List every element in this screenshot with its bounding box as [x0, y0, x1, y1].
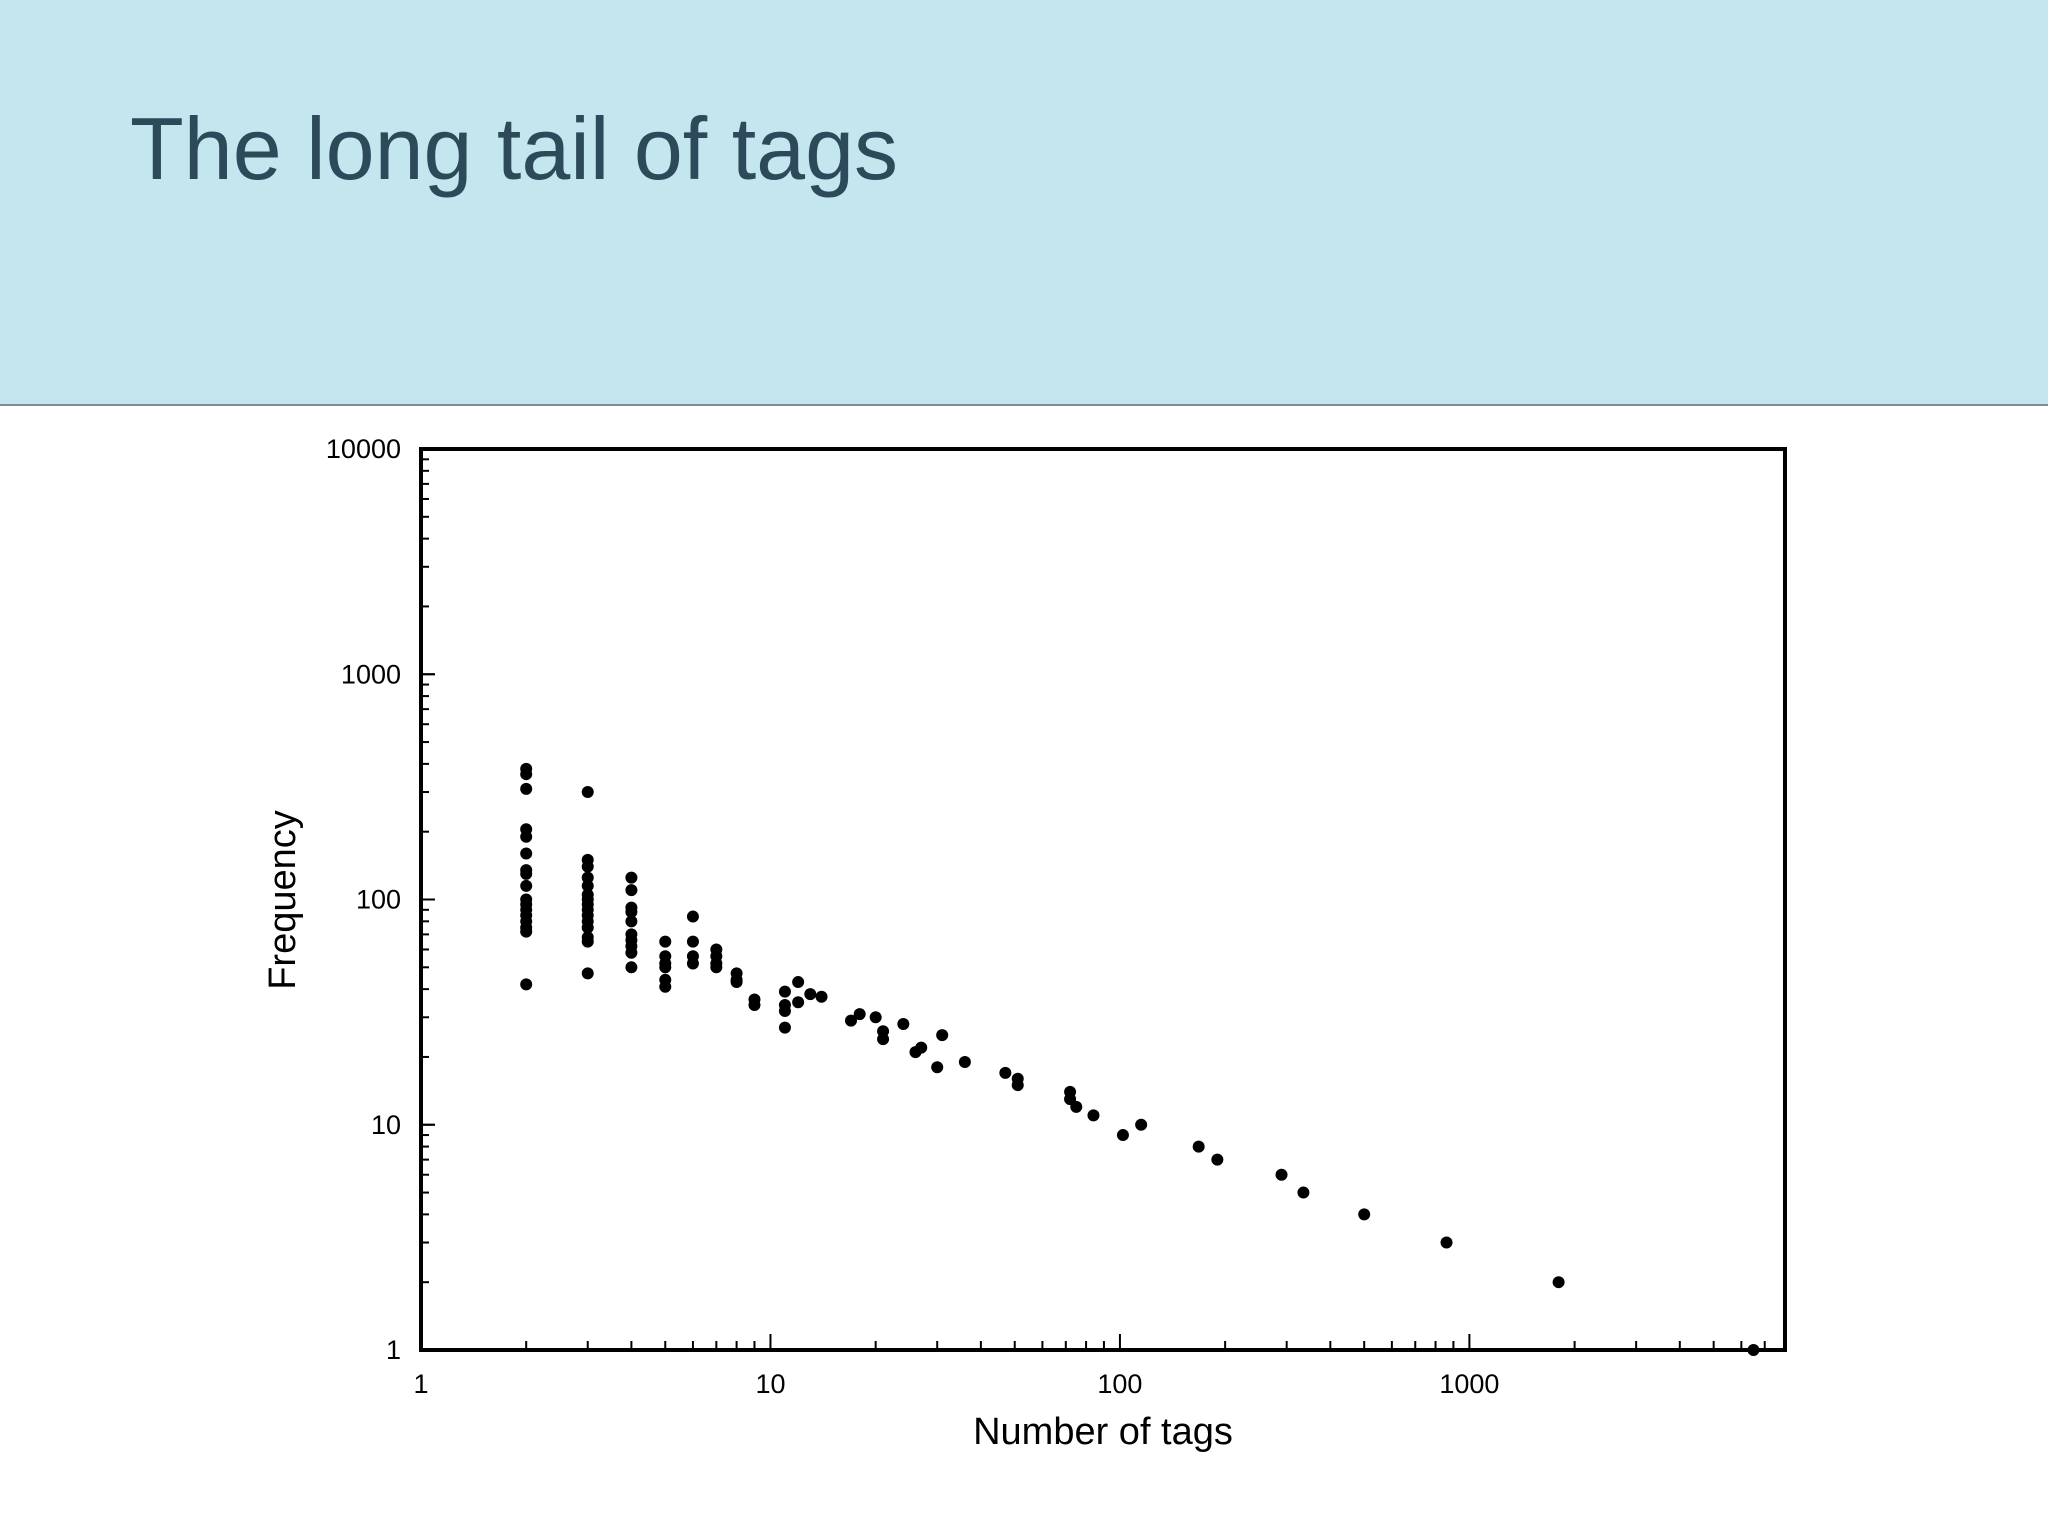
data-point [659, 980, 672, 993]
data-point [778, 1004, 791, 1017]
data-point [1087, 1109, 1100, 1122]
data-point [1070, 1100, 1083, 1113]
y-tick-label: 10000 [326, 434, 401, 464]
data-point [1297, 1186, 1310, 1199]
data-point [625, 871, 638, 884]
data-point [1440, 1236, 1453, 1249]
data-point [999, 1066, 1012, 1079]
x-tick-label: 100 [1097, 1369, 1142, 1399]
data-point [748, 999, 761, 1012]
data-point [853, 1008, 866, 1021]
data-point [877, 1033, 890, 1046]
x-tick-label: 10 [755, 1369, 785, 1399]
data-point [897, 1018, 910, 1031]
data-point [1358, 1208, 1371, 1221]
data-point [686, 910, 699, 923]
y-tick-label: 10 [371, 1110, 401, 1140]
data-point [581, 786, 594, 799]
data-point [792, 976, 805, 989]
y-tick-labels: 1 10 100 1000 10000 [326, 434, 401, 1365]
data-point [686, 935, 699, 948]
data-point [520, 925, 533, 938]
y-tick-label: 100 [356, 885, 401, 915]
data-point [520, 847, 533, 860]
x-tick-labels: 1 10 100 1000 [413, 1369, 1499, 1399]
data-point [581, 879, 594, 892]
data-point [1211, 1153, 1224, 1166]
data-point [1135, 1118, 1148, 1131]
data-point [581, 935, 594, 948]
data-point [958, 1055, 971, 1068]
data-point [730, 976, 743, 989]
slide-header: The long tail of tags [0, 0, 2048, 406]
data-point [520, 867, 533, 880]
data-point [659, 961, 672, 974]
data-point [581, 860, 594, 873]
data-point [1116, 1129, 1129, 1142]
x-axis-ticks [420, 1334, 1786, 1350]
data-point [815, 990, 828, 1003]
data-point [1192, 1140, 1205, 1153]
x-axis-title: Number of tags [973, 1411, 1233, 1453]
data-point [625, 915, 638, 928]
data-point [1275, 1168, 1288, 1181]
data-point [915, 1041, 928, 1054]
data-point [520, 978, 533, 991]
data-points [520, 762, 1760, 1356]
data-point [1747, 1344, 1760, 1356]
x-tick-label: 1000 [1439, 1369, 1499, 1399]
y-axis-title: Frequency [262, 810, 304, 990]
data-point [936, 1029, 949, 1042]
data-point [520, 830, 533, 843]
data-point [625, 884, 638, 897]
data-point [710, 961, 723, 974]
data-point [659, 935, 672, 948]
data-point [581, 921, 594, 934]
x-tick-label: 1 [413, 1369, 428, 1399]
data-point [625, 906, 638, 919]
data-point [778, 985, 791, 998]
data-point [804, 988, 817, 1001]
data-point [581, 967, 594, 980]
plot-frame [419, 447, 1787, 1352]
data-point [845, 1014, 858, 1027]
y-tick-label: 1000 [341, 659, 401, 689]
data-point [778, 1021, 791, 1034]
data-point [686, 957, 699, 970]
data-point [869, 1011, 882, 1024]
data-point [625, 961, 638, 974]
y-tick-label: 1 [386, 1335, 401, 1365]
data-point [520, 782, 533, 795]
y-axis-ticks [421, 448, 435, 1351]
data-point [1011, 1079, 1024, 1092]
data-point [520, 768, 533, 781]
data-point [931, 1061, 944, 1074]
data-point [792, 996, 805, 1009]
slide-title: The long tail of tags [130, 99, 899, 198]
data-point [1552, 1276, 1565, 1289]
data-point [625, 946, 638, 959]
data-point [520, 879, 533, 892]
